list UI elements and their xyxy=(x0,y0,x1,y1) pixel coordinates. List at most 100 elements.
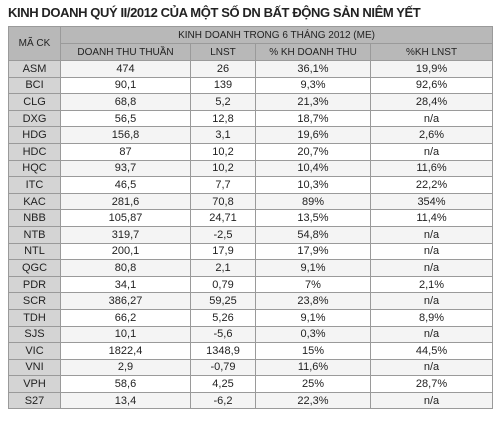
ticker-cell: ITC xyxy=(8,176,61,194)
value-cell: 11,6% xyxy=(255,358,371,377)
value-cell: 474 xyxy=(60,60,191,78)
ticker-cell: PDR xyxy=(8,275,61,294)
value-cell: -0,79 xyxy=(190,358,256,377)
value-cell: 7% xyxy=(255,275,371,294)
table-row: VNI 2,9 -0,79 11,6% n/a xyxy=(8,358,494,377)
value-cell: 354% xyxy=(369,192,494,211)
ticker-cell: HQC xyxy=(8,159,61,178)
value-cell: 10,2 xyxy=(190,159,256,178)
value-cell: 28,7% xyxy=(369,375,494,393)
corner-cell: MÃ CK xyxy=(8,26,61,61)
table-row: NTL 200,1 17,9 17,9% n/a xyxy=(8,242,494,261)
ticker-cell: HDC xyxy=(8,142,61,161)
value-cell: 281,6 xyxy=(60,192,191,211)
value-cell: n/a xyxy=(369,242,494,261)
value-cell: -5,6 xyxy=(190,325,256,344)
table-row: KAC 281,6 70,8 89% 354% xyxy=(8,192,494,211)
value-cell: -6,2 xyxy=(190,391,256,410)
value-cell: 22,2% xyxy=(369,176,494,194)
value-cell: 2,1 xyxy=(190,259,256,277)
value-cell: 90,1 xyxy=(60,76,191,95)
table-row: PDR 34,1 0,79 7% 2,1% xyxy=(8,275,494,294)
value-cell: n/a xyxy=(369,225,494,244)
column-header: % KH DOANH THU xyxy=(255,43,371,61)
value-cell: 92,6% xyxy=(369,76,494,95)
ticker-cell: SJS xyxy=(8,325,61,344)
table-row: ITC 46,5 7,7 10,3% 22,2% xyxy=(8,176,494,194)
column-header: DOANH THU THUẦN xyxy=(60,43,191,61)
table-row: DXG 56,5 12,8 18,7% n/a xyxy=(8,109,494,128)
header-row: DOANH THU THUẦN LNST% KH DOANH THU %KH LNS… xyxy=(9,43,494,61)
value-cell: 7,7 xyxy=(190,176,256,194)
value-cell: 13,5% xyxy=(255,209,371,227)
value-cell: 70,8 xyxy=(190,192,256,211)
ticker-cell: VNI xyxy=(8,358,61,377)
value-cell: 11,6% xyxy=(369,159,494,178)
value-cell: 54,8% xyxy=(255,225,371,244)
table-header: MÃ CK KINH DOANH TRONG 6 THÁNG 2012 (ME)… xyxy=(8,26,494,61)
value-cell: 3,1 xyxy=(190,126,256,144)
table-row: BCI 90,1 139 9,3% 92,6% xyxy=(8,76,494,95)
ticker-cell: VIC xyxy=(8,342,61,360)
value-cell: n/a xyxy=(369,292,494,310)
table-row: QGC 80,8 2,1 9,1% n/a xyxy=(8,259,494,277)
table-row: VIC 1822,4 1348,9 15% 44,5% xyxy=(8,342,494,360)
value-cell: 24,71 xyxy=(190,209,256,227)
ticker-cell: SCR xyxy=(8,292,61,310)
value-cell: 2,9 xyxy=(60,358,191,377)
table-row: NBB 105,87 24,71 13,5% 11,4% xyxy=(8,209,494,227)
table-row: CLG 68,8 5,2 21,3% 28,4% xyxy=(8,93,494,111)
value-cell: -2,5 xyxy=(190,225,256,244)
value-cell: 23,8% xyxy=(255,292,371,310)
value-cell: 386,27 xyxy=(60,292,191,310)
value-cell: n/a xyxy=(369,259,494,277)
value-cell: 8,9% xyxy=(369,308,494,327)
value-cell: n/a xyxy=(369,109,494,128)
value-cell: 10,1 xyxy=(60,325,191,344)
value-cell: 22,3% xyxy=(255,391,371,410)
ticker-cell: ASM xyxy=(8,60,61,78)
value-cell: 18,7% xyxy=(255,109,371,128)
ticker-cell: BCI xyxy=(8,76,61,95)
value-cell: 87 xyxy=(60,142,191,161)
value-cell: 26 xyxy=(190,60,256,78)
value-cell: 89% xyxy=(255,192,371,211)
ticker-cell: VPH xyxy=(8,375,61,393)
value-cell: 19,6% xyxy=(255,126,371,144)
value-cell: 319,7 xyxy=(60,225,191,244)
table-row: SCR 386,27 59,25 23,8% n/a xyxy=(8,292,494,310)
ticker-cell: NBB xyxy=(8,209,61,227)
ticker-cell: QGC xyxy=(8,259,61,277)
header-row: MÃ CK KINH DOANH TRONG 6 THÁNG 2012 (ME) xyxy=(8,26,494,61)
value-cell: 56,5 xyxy=(60,109,191,128)
data-table: MÃ CK KINH DOANH TRONG 6 THÁNG 2012 (ME)… xyxy=(8,26,494,410)
ticker-cell: NTL xyxy=(8,242,61,261)
value-cell: 139 xyxy=(190,76,256,95)
value-cell: 44,5% xyxy=(369,342,494,360)
table-row: TDH 66,2 5,26 9,1% 8,9% xyxy=(8,308,494,327)
value-cell: 12,8 xyxy=(190,109,256,128)
table-row: SJS 10,1 -5,6 0,3% n/a xyxy=(8,325,494,344)
ticker-cell: S27 xyxy=(8,391,61,410)
value-cell: 10,2 xyxy=(190,142,256,161)
value-cell: 156,8 xyxy=(60,126,191,144)
value-cell: 5,26 xyxy=(190,308,256,327)
value-cell: n/a xyxy=(369,325,494,344)
ticker-cell: CLG xyxy=(8,93,61,111)
value-cell: n/a xyxy=(369,358,494,377)
value-cell: 11,4% xyxy=(369,209,494,227)
value-cell: 5,2 xyxy=(190,93,256,111)
value-cell: 9,1% xyxy=(255,259,371,277)
value-cell: 9,1% xyxy=(255,308,371,327)
ticker-cell: TDH xyxy=(8,308,61,327)
group-header: KINH DOANH TRONG 6 THÁNG 2012 (ME) xyxy=(59,26,494,44)
value-cell: n/a xyxy=(369,142,494,161)
table-row: ASM 474 26 36,1% 19,9% xyxy=(8,60,494,78)
column-header: %KH LNST xyxy=(369,43,494,61)
value-cell: 46,5 xyxy=(60,176,191,194)
value-cell: 0,3% xyxy=(255,325,371,344)
value-cell: 200,1 xyxy=(60,242,191,261)
table-body: ASM 474 26 36,1% 19,9% BCI 90,1 139 9,3% 92,6% CLG… xyxy=(8,60,494,410)
value-cell: 9,3% xyxy=(255,76,371,95)
value-cell: n/a xyxy=(369,391,494,410)
